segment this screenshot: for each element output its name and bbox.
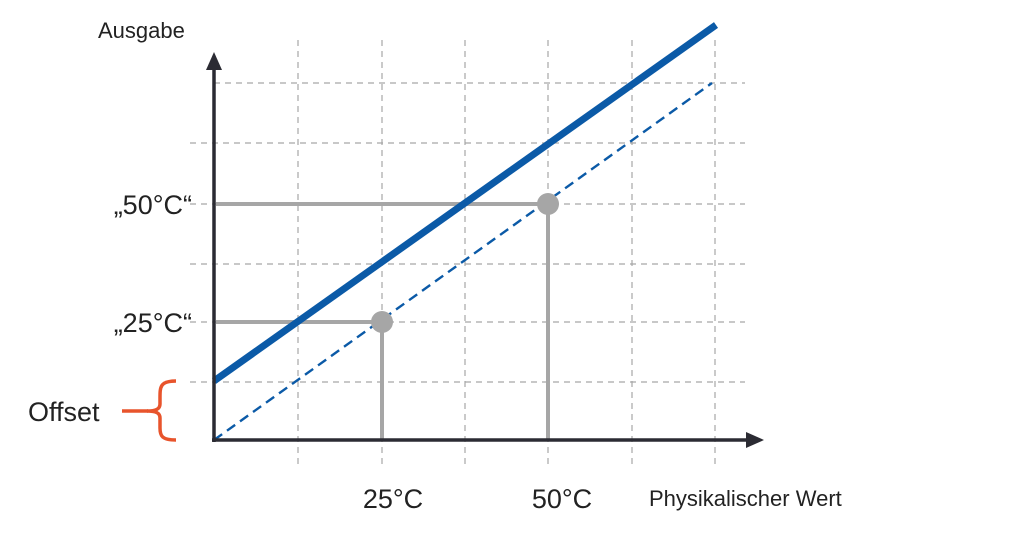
y-axis-arrow-icon — [206, 52, 222, 70]
x-axis-arrow-icon — [746, 432, 764, 448]
offset-brace-icon — [146, 379, 177, 442]
x-tick-label-25: 25°C — [363, 484, 423, 514]
measured-line — [211, 22, 719, 384]
marker-point-50 — [537, 193, 559, 215]
y-tick-label-25: „25°C“ — [114, 308, 192, 338]
x-tick-label-50: 50°C — [532, 484, 592, 514]
marker-point-25 — [371, 311, 393, 333]
ideal-line — [213, 82, 713, 441]
x-axis-title: Physikalischer Wert — [649, 486, 842, 511]
axes — [206, 52, 764, 448]
y-axis-title: Ausgabe — [98, 18, 185, 43]
offset-label: Offset — [28, 397, 100, 427]
grid — [190, 40, 745, 465]
y-tick-label-50: „50°C“ — [114, 190, 192, 220]
